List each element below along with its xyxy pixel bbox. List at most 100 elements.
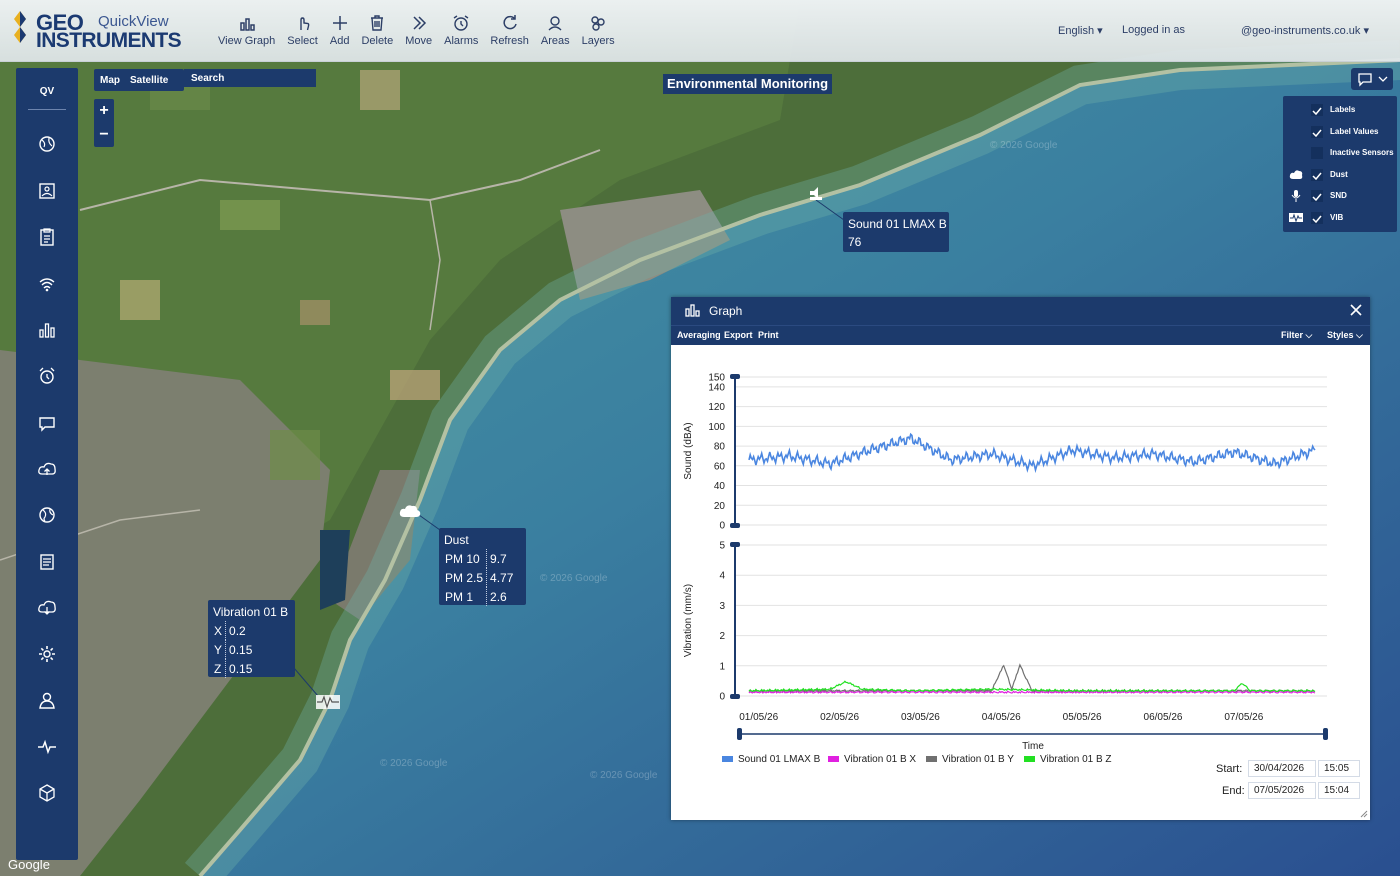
check-icon: [1312, 172, 1322, 180]
dust-sensor-marker[interactable]: [398, 503, 422, 519]
export-menu[interactable]: Export: [724, 330, 753, 340]
check-icon: [1312, 215, 1322, 223]
move-button[interactable]: Move: [405, 14, 432, 47]
view-graph-button[interactable]: View Graph: [218, 14, 275, 47]
language-select[interactable]: English ▾: [1058, 25, 1103, 37]
layers-button[interactable]: Layers: [582, 14, 615, 47]
logo-geo: GEO: [36, 10, 84, 35]
map-search-input[interactable]: [184, 69, 316, 87]
map-type-satellite[interactable]: Satellite: [130, 74, 169, 86]
nav-cube-button[interactable]: [37, 783, 57, 803]
refresh-button[interactable]: Refresh: [490, 14, 529, 47]
nav-clipboard-button[interactable]: [37, 227, 57, 247]
chat-icon: [39, 417, 55, 432]
zoom-in-button[interactable]: +: [99, 102, 109, 119]
layer-label-values-row[interactable]: Label Values: [1283, 122, 1397, 142]
sound-sensor-popup[interactable]: Sound 01 LMAX B 76: [843, 212, 949, 252]
alarms-button[interactable]: Alarms: [444, 14, 478, 47]
vibration-row-y: Y 0.15: [211, 640, 255, 659]
graph-window: Graph Averaging Export Print Filter ⌵ St…: [671, 297, 1370, 820]
nav-pulse-button[interactable]: [37, 737, 57, 757]
nav-bar-chart-button[interactable]: [37, 320, 57, 340]
y-range-handle[interactable]: [730, 374, 740, 379]
nav-cloud-download-button[interactable]: [37, 598, 57, 618]
start-label: Start:: [1216, 763, 1243, 775]
nav-globe-button[interactable]: [37, 134, 57, 154]
speaker-icon: [810, 187, 822, 200]
range-end-handle[interactable]: [1323, 728, 1328, 740]
nav-alarm-clock-button[interactable]: [37, 366, 57, 386]
cloud-icon: [1289, 169, 1303, 179]
nav-qv-label[interactable]: QV: [39, 86, 55, 97]
end-time-field[interactable]: 15:04: [1318, 782, 1360, 799]
legend-entry[interactable]: Sound 01 LMAX B: [738, 754, 821, 765]
layer-vib-row[interactable]: VIB: [1283, 208, 1397, 228]
layer-checkbox[interactable]: [1311, 104, 1323, 116]
legend-entry[interactable]: Vibration 01 B X: [844, 754, 916, 765]
styles-dropdown[interactable]: Styles ⌵: [1327, 330, 1363, 340]
nav-earth-button[interactable]: [37, 505, 57, 525]
select-button[interactable]: Select: [287, 14, 318, 47]
start-date-field[interactable]: 30/04/2026: [1248, 760, 1316, 777]
x-tick-label: 01/05/26: [739, 712, 778, 723]
end-date-field[interactable]: 07/05/2026: [1248, 782, 1316, 799]
y-range-handle[interactable]: [730, 523, 740, 528]
layer-checkbox[interactable]: [1311, 125, 1323, 138]
print-menu[interactable]: Print: [758, 330, 779, 340]
dust-sensor-popup[interactable]: Dust PM 10 9.7 PM 2.5 4.77 PM 1 2.6: [439, 528, 526, 606]
vibration-readings: X 0.2 Y 0.15 Z 0.15: [211, 621, 255, 678]
nav-user-button[interactable]: [37, 690, 57, 710]
legend-swatch: [722, 756, 733, 762]
layer-checkbox[interactable]: [1311, 168, 1323, 181]
map-watermark: © 2026 Google: [380, 758, 448, 769]
nav-chat-button[interactable]: [37, 413, 57, 433]
map-type-map[interactable]: Map: [100, 74, 120, 86]
layer-snd-row[interactable]: SND: [1283, 186, 1397, 206]
add-button[interactable]: Add: [330, 14, 349, 47]
graph-header: Graph: [671, 297, 1370, 325]
nav-image-button[interactable]: [37, 181, 57, 201]
layer-checkbox[interactable]: [1311, 190, 1323, 202]
user-menu[interactable]: @geo-instruments.co.uk ▾: [1241, 25, 1369, 37]
legend-entry[interactable]: Vibration 01 B Y: [942, 754, 1014, 765]
vibration-sensor-marker[interactable]: [316, 695, 340, 709]
start-time-field[interactable]: 15:05: [1318, 760, 1360, 777]
dust-row-pm10: PM 10 9.7: [442, 549, 516, 568]
nav-gear-button[interactable]: [37, 644, 57, 664]
filter-dropdown[interactable]: Filter ⌵: [1281, 330, 1313, 340]
map-watermark: © 2026 Google: [990, 140, 1058, 151]
layer-checkbox[interactable]: [1311, 211, 1323, 224]
dust-readings: PM 10 9.7 PM 2.5 4.77 PM 1 2.6: [442, 549, 516, 606]
layer-inactive-sensors-row[interactable]: Inactive Sensors: [1283, 143, 1397, 163]
y-axis-label: Sound (dBA): [683, 422, 694, 479]
y-range-handle[interactable]: [730, 542, 740, 547]
y-tick-label: 60: [714, 461, 726, 472]
sound-sensor-marker[interactable]: [806, 183, 826, 203]
layer-dust-row[interactable]: Dust: [1283, 165, 1397, 185]
nav-wifi-button[interactable]: [37, 274, 57, 294]
layer-checkbox[interactable]: [1311, 147, 1323, 159]
y-range-handle[interactable]: [730, 694, 740, 699]
bar-chart-icon: [685, 304, 700, 317]
close-icon[interactable]: [1348, 302, 1364, 318]
microphone-icon: [1291, 190, 1301, 202]
logo-instruments: INSTRUMENTS: [36, 29, 182, 52]
range-start-handle[interactable]: [737, 728, 742, 740]
y-tick-label: 2: [719, 631, 725, 642]
legend-entry[interactable]: Vibration 01 B Z: [1040, 754, 1112, 765]
resize-handle-icon[interactable]: [1360, 810, 1368, 818]
logged-in-label: Logged in as: [1122, 24, 1185, 36]
areas-button[interactable]: Areas: [541, 14, 570, 47]
logo: GEO QuickView INSTRUMENTS: [12, 8, 197, 54]
delete-button[interactable]: Delete: [361, 14, 393, 47]
layer-labels-row[interactable]: Labels: [1283, 100, 1397, 120]
zoom-out-button[interactable]: −: [99, 126, 109, 143]
nav-cloud-upload-button[interactable]: [37, 459, 57, 479]
sound-sensor-title: Sound 01 LMAX B: [848, 217, 947, 231]
averaging-menu[interactable]: Averaging: [677, 330, 721, 340]
nav-document-button[interactable]: [37, 552, 57, 572]
cloud-download-icon: [38, 600, 56, 615]
vibration-sensor-popup[interactable]: Vibration 01 B X 0.2 Y 0.15 Z 0.15: [208, 600, 295, 678]
chat-dropdown-button[interactable]: [1351, 68, 1393, 90]
